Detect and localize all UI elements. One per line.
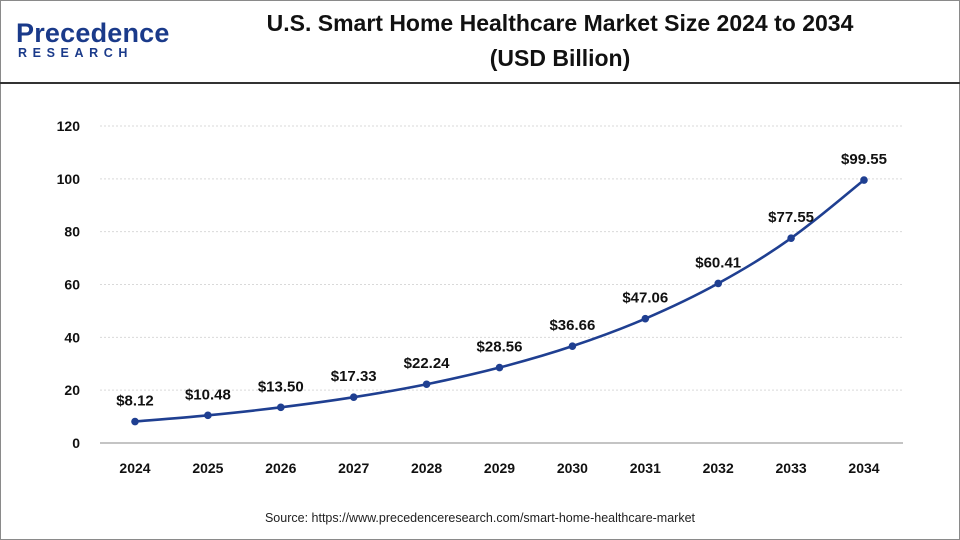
data-point [349,393,358,402]
y-tick-label: 40 [64,329,80,345]
data-label: $10.48 [185,386,231,403]
x-tick-label: 2034 [848,460,879,476]
chart-title: U.S. Smart Home Healthcare Market Size 2… [190,6,930,76]
data-point [495,363,504,372]
series-line [134,179,865,423]
x-tick-label: 2025 [192,460,223,476]
data-label: $8.12 [116,393,154,410]
data-label: $47.06 [622,290,668,307]
y-tick-label: 80 [64,224,80,240]
data-label: $77.55 [768,209,814,226]
data-label: $17.33 [331,368,377,385]
x-tick-label: 2030 [557,460,588,476]
data-point [422,380,431,389]
line-chart: 0 20 40 60 80 100 120 2024 2025 2026 2027 2028 2029 2… [57,118,903,476]
x-tick-label: 2029 [484,460,515,476]
brand-name: Precedence [16,18,170,48]
header: Precedence RESEARCH U.S. Smart Home Heal… [0,0,960,84]
data-label: $99.55 [841,151,887,168]
brand-logo: Precedence RESEARCH [16,14,169,70]
y-tick-label: 60 [64,277,80,293]
x-tick-label: 2031 [630,460,661,476]
chart-title-line-2: (USD Billion) [489,45,631,71]
data-label: $60.41 [695,254,741,271]
data-label: $22.24 [404,355,451,372]
chart-title-line-1: U.S. Smart Home Healthcare Market Size 2… [266,10,854,36]
data-point [204,411,212,420]
y-tick-label: 120 [57,118,81,134]
x-tick-label: 2032 [703,460,734,476]
x-tick-label: 2028 [411,460,442,476]
data-point [131,417,139,426]
y-tick-label: 20 [64,382,80,398]
x-tick-label: 2026 [265,460,296,476]
data-point [714,279,722,288]
data-label: $28.56 [477,339,523,356]
data-label: $13.50 [258,378,304,395]
data-point [277,403,285,412]
source-note: Source: https://www.precedenceresearch.c… [264,511,696,525]
data-point [568,342,577,350]
y-tick-label: 0 [72,435,80,451]
x-tick-label: 2024 [119,460,150,476]
data-point [787,234,795,242]
data-point [641,314,650,323]
x-tick-label: 2027 [338,460,369,476]
brand-sub: RESEARCH [18,46,133,60]
x-tick-label: 2033 [776,460,807,476]
data-label: $36.66 [549,317,595,334]
data-point [860,176,868,184]
y-tick-label: 100 [57,171,81,187]
